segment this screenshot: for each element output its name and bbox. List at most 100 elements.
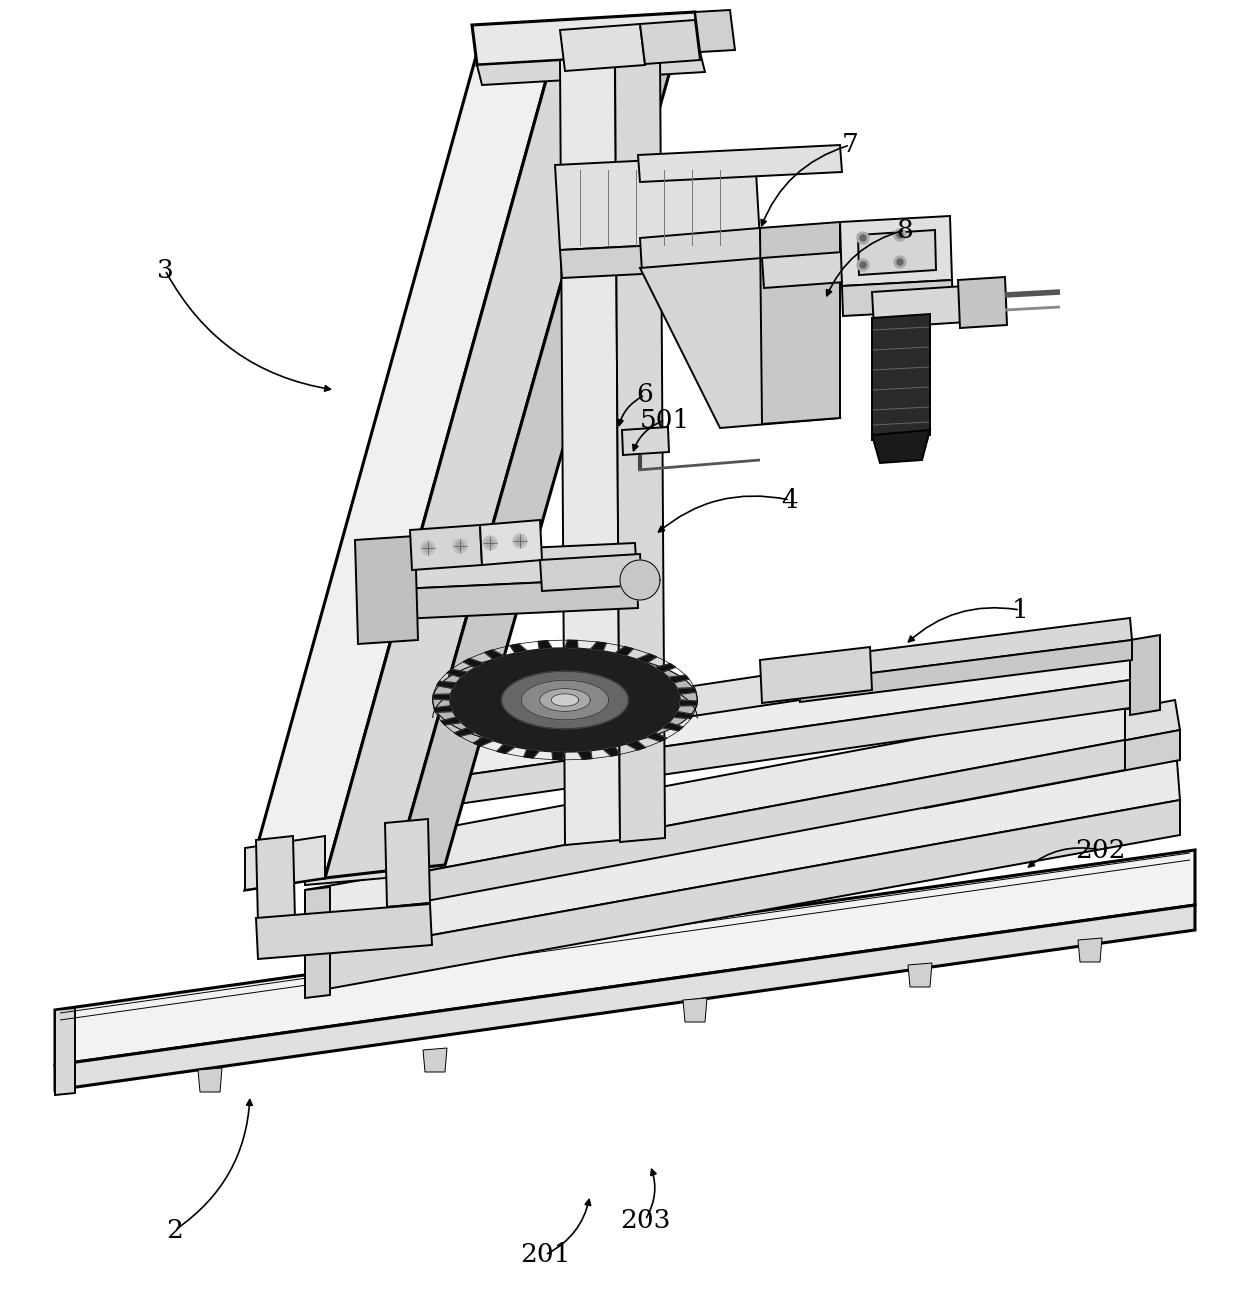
Polygon shape [800, 640, 1132, 702]
Polygon shape [680, 700, 697, 706]
Text: 2: 2 [166, 1218, 184, 1243]
Polygon shape [433, 694, 450, 700]
Polygon shape [55, 905, 1195, 1091]
Polygon shape [55, 850, 1195, 1066]
Polygon shape [502, 671, 629, 728]
Polygon shape [626, 741, 645, 750]
Polygon shape [615, 53, 665, 842]
Text: 8: 8 [897, 218, 914, 243]
Polygon shape [55, 1008, 74, 1095]
Polygon shape [636, 654, 657, 664]
Circle shape [484, 536, 497, 551]
Circle shape [424, 544, 432, 552]
Polygon shape [673, 712, 693, 719]
Text: 3: 3 [156, 258, 174, 283]
Polygon shape [374, 543, 637, 590]
Polygon shape [600, 670, 800, 731]
Circle shape [486, 539, 494, 547]
Polygon shape [959, 277, 1007, 328]
Polygon shape [474, 737, 494, 746]
Polygon shape [872, 314, 930, 440]
Circle shape [620, 560, 660, 600]
Polygon shape [446, 669, 467, 678]
Polygon shape [800, 618, 1132, 682]
Polygon shape [556, 155, 760, 250]
Polygon shape [305, 735, 1180, 958]
Polygon shape [198, 1068, 222, 1092]
Polygon shape [434, 706, 453, 712]
Polygon shape [480, 520, 542, 565]
Polygon shape [565, 640, 578, 648]
Polygon shape [1130, 635, 1159, 715]
Polygon shape [842, 280, 954, 315]
Polygon shape [246, 836, 325, 890]
Text: 7: 7 [842, 133, 858, 158]
Text: 202: 202 [1075, 837, 1125, 862]
Polygon shape [305, 887, 330, 999]
Polygon shape [668, 675, 689, 683]
Polygon shape [410, 526, 482, 570]
Polygon shape [441, 717, 461, 725]
Polygon shape [405, 740, 1125, 905]
Text: 6: 6 [636, 382, 653, 407]
Polygon shape [640, 229, 763, 272]
Polygon shape [872, 430, 930, 463]
Polygon shape [760, 222, 839, 424]
Polygon shape [454, 728, 475, 736]
Polygon shape [590, 643, 606, 650]
Polygon shape [423, 1049, 446, 1072]
Polygon shape [255, 836, 295, 924]
Polygon shape [920, 700, 1180, 778]
Polygon shape [255, 904, 432, 959]
Circle shape [897, 233, 903, 238]
Polygon shape [387, 903, 430, 926]
Polygon shape [655, 664, 676, 673]
Polygon shape [396, 18, 684, 870]
Polygon shape [521, 681, 609, 720]
Polygon shape [552, 694, 579, 706]
Circle shape [422, 541, 435, 555]
Polygon shape [510, 644, 527, 653]
Polygon shape [355, 746, 378, 823]
Circle shape [861, 261, 866, 268]
Polygon shape [523, 749, 539, 758]
Text: 1: 1 [1012, 598, 1028, 623]
Polygon shape [485, 650, 503, 660]
Polygon shape [646, 732, 667, 741]
Polygon shape [464, 658, 484, 668]
Polygon shape [560, 24, 645, 71]
Text: 4: 4 [781, 487, 799, 512]
Circle shape [857, 233, 869, 244]
Polygon shape [858, 230, 936, 275]
Polygon shape [639, 145, 842, 183]
Circle shape [897, 259, 903, 265]
Polygon shape [360, 681, 1130, 819]
Polygon shape [694, 11, 735, 53]
Polygon shape [760, 646, 872, 703]
Polygon shape [662, 723, 683, 731]
Polygon shape [539, 555, 642, 591]
Polygon shape [925, 731, 1180, 808]
Polygon shape [477, 53, 706, 85]
Circle shape [453, 539, 467, 553]
Polygon shape [539, 689, 590, 711]
Circle shape [894, 229, 906, 240]
Polygon shape [908, 963, 932, 987]
Polygon shape [677, 687, 696, 694]
Circle shape [857, 259, 869, 271]
Polygon shape [305, 800, 1180, 993]
Polygon shape [258, 920, 295, 943]
Polygon shape [603, 746, 620, 756]
Polygon shape [360, 706, 600, 744]
Polygon shape [246, 30, 560, 890]
Polygon shape [436, 682, 456, 689]
Polygon shape [683, 999, 707, 1022]
Polygon shape [377, 578, 639, 620]
Polygon shape [360, 640, 1130, 790]
Polygon shape [433, 652, 697, 748]
Polygon shape [405, 700, 1125, 875]
Text: 501: 501 [640, 407, 691, 432]
Text: 201: 201 [520, 1243, 570, 1268]
Polygon shape [839, 215, 952, 286]
Polygon shape [622, 427, 670, 455]
